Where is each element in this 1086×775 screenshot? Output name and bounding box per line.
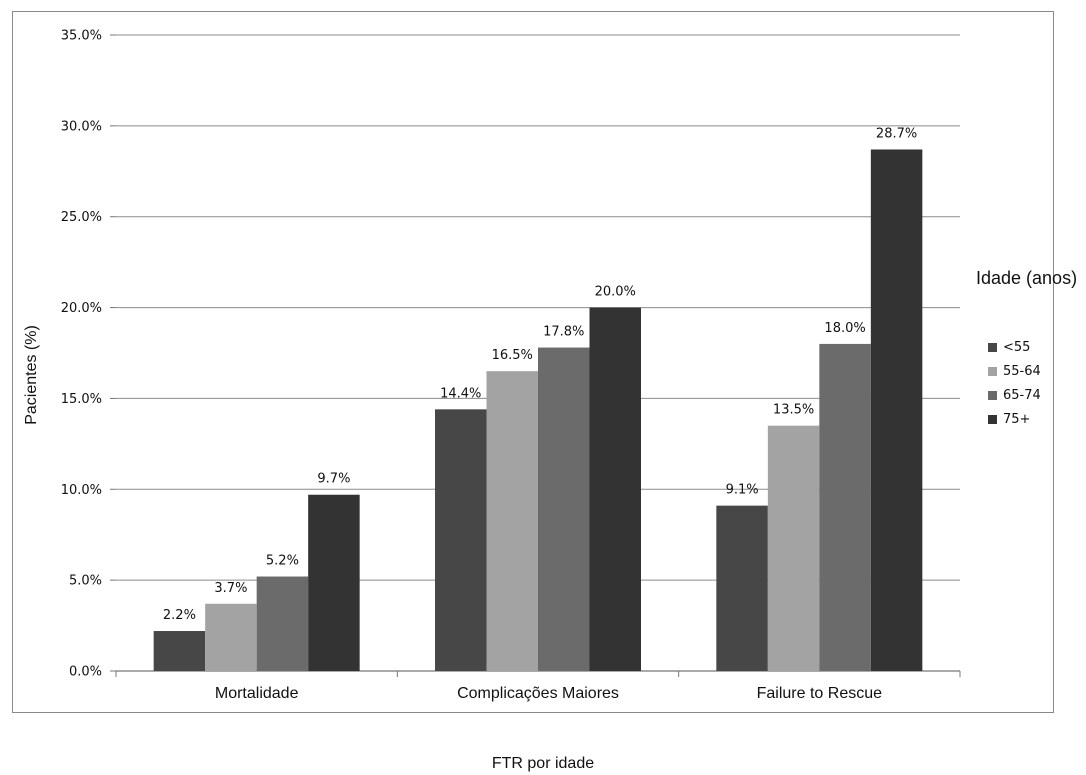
- y-tick-label: 10.0%: [61, 483, 102, 498]
- data-label: 18.0%: [824, 321, 865, 336]
- y-tick-label: 20.0%: [61, 301, 102, 316]
- legend-swatch: [988, 390, 997, 400]
- y-axis-title-box: Pacientes (%): [12, 295, 52, 455]
- bar: [589, 307, 641, 671]
- chart-title: FTR por idade: [491, 755, 595, 772]
- bar: [767, 425, 820, 671]
- legend-label: 65-74: [1003, 387, 1041, 403]
- x-tick-label: Mortalidade: [215, 685, 299, 702]
- data-label: 28.7%: [876, 126, 917, 141]
- data-label: 9.7%: [317, 472, 350, 487]
- legend-swatch: [988, 414, 997, 424]
- chart-frame: [12, 11, 1054, 713]
- data-label: 2.2%: [163, 608, 196, 623]
- data-label: 16.5%: [492, 348, 533, 363]
- bar: [486, 371, 538, 671]
- legend-label: <55: [1003, 339, 1031, 355]
- y-tick-label: 35.0%: [61, 29, 102, 44]
- data-label: 3.7%: [214, 581, 247, 596]
- legend-title: Idade (anos): [976, 268, 1078, 288]
- data-label: 9.1%: [726, 483, 759, 498]
- bar: [538, 347, 590, 671]
- data-label: 17.8%: [543, 325, 584, 340]
- legend-swatch: [988, 366, 997, 376]
- y-tick-label: 30.0%: [61, 119, 102, 134]
- data-label: 14.4%: [440, 386, 481, 401]
- x-tick-label: Complicações Maiores: [457, 685, 619, 702]
- bar: [256, 576, 309, 671]
- y-tick-label: 5.0%: [69, 574, 102, 589]
- data-label: 20.0%: [595, 285, 636, 300]
- legend-swatch: [988, 342, 997, 352]
- legend-item-lt55: <55: [988, 337, 1030, 357]
- bar: [435, 409, 487, 671]
- legend-label: 55-64: [1003, 363, 1041, 379]
- legend-item-55-64: 55-64: [988, 361, 1041, 381]
- legend-label: 75+: [1003, 411, 1031, 427]
- bar: [819, 343, 871, 671]
- bar: [870, 149, 923, 672]
- bar: [153, 631, 206, 671]
- x-tick-label: Failure to Rescue: [757, 685, 882, 702]
- y-tick-label: 0.0%: [69, 665, 102, 680]
- legend-item-75plus: 75+: [988, 409, 1030, 429]
- data-label: 5.2%: [266, 554, 299, 569]
- y-axis-title: Pacientes (%): [23, 325, 40, 425]
- bar: [205, 603, 257, 671]
- bar: [308, 494, 360, 671]
- y-tick-label: 25.0%: [61, 210, 102, 225]
- legend-item-65-74: 65-74: [988, 385, 1041, 405]
- bar: [716, 505, 768, 671]
- y-tick-label: 15.0%: [61, 392, 102, 407]
- data-label: 13.5%: [773, 403, 814, 418]
